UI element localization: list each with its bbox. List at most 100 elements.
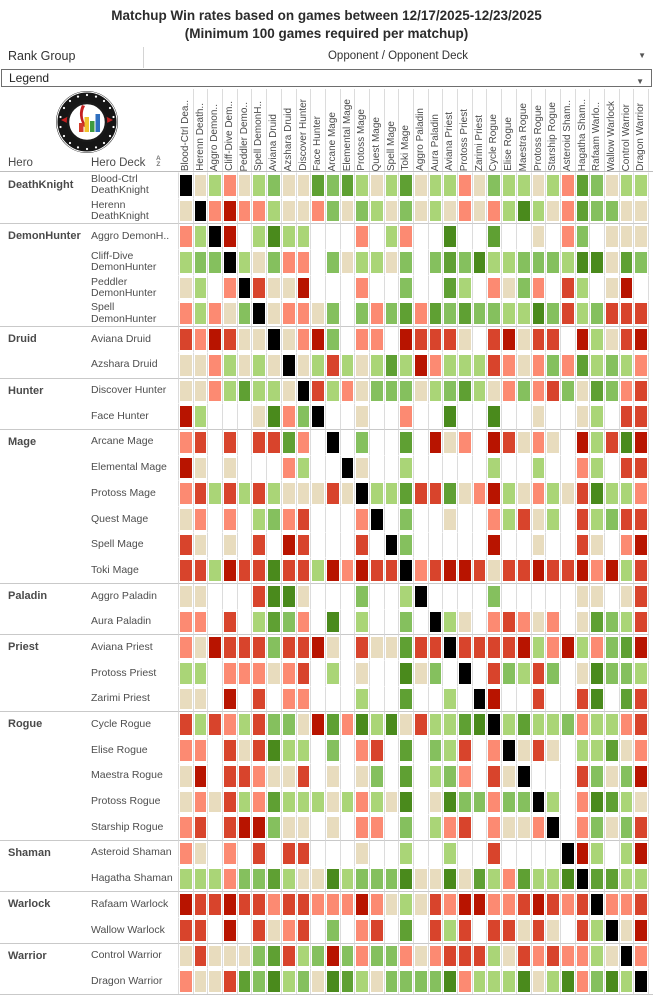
heatmap-cell[interactable] <box>208 428 224 455</box>
heatmap-cell[interactable] <box>458 249 473 275</box>
heatmap-cell[interactable] <box>281 326 297 352</box>
heatmap-cell[interactable] <box>267 557 282 583</box>
heatmap-cell[interactable] <box>208 788 224 815</box>
heatmap-cell[interactable] <box>604 839 620 866</box>
heatmap-cell[interactable] <box>370 480 385 506</box>
heatmap-cell[interactable] <box>560 326 576 352</box>
heatmap-cell[interactable] <box>326 865 341 892</box>
heatmap-cell[interactable] <box>296 839 312 866</box>
heatmap-cell[interactable] <box>458 403 473 429</box>
hero-group-label[interactable]: Rogue <box>0 711 88 839</box>
column-header[interactable]: Discover Hunter <box>297 89 312 171</box>
heatmap-cell[interactable] <box>355 968 370 994</box>
heatmap-cell[interactable] <box>414 762 429 789</box>
heatmap-cell[interactable] <box>634 737 649 763</box>
heatmap-cell[interactable] <box>223 197 238 224</box>
heatmap-cell[interactable] <box>282 274 297 301</box>
heatmap-cell[interactable] <box>429 762 444 789</box>
heatmap-cell[interactable] <box>473 300 488 327</box>
heatmap-cell[interactable] <box>341 814 356 840</box>
heatmap-cell[interactable] <box>252 865 268 892</box>
heatmap-cell[interactable] <box>267 197 282 224</box>
heatmap-cell[interactable] <box>620 762 635 789</box>
heatmap-cell[interactable] <box>179 788 194 815</box>
heatmap-cell[interactable] <box>487 326 503 352</box>
column-header[interactable]: Wallow Warlock <box>605 89 620 171</box>
heatmap-cell[interactable] <box>560 711 576 738</box>
heatmap-cell[interactable] <box>179 351 194 378</box>
heatmap-cell[interactable] <box>208 403 224 429</box>
heatmap-cell[interactable] <box>487 351 503 378</box>
heatmap-cell[interactable] <box>605 788 620 815</box>
heatmap-cell[interactable] <box>516 326 532 352</box>
heatmap-cell[interactable] <box>208 454 224 481</box>
heatmap-cell[interactable] <box>517 197 532 224</box>
heatmap-cell[interactable] <box>237 891 253 917</box>
heatmap-cell[interactable] <box>502 865 517 892</box>
heatmap-cell[interactable] <box>194 814 209 840</box>
heatmap-cell[interactable] <box>238 197 253 224</box>
heatmap-cell[interactable] <box>443 505 459 532</box>
heatmap-cell[interactable] <box>311 505 326 532</box>
heatmap-cell[interactable] <box>620 788 635 815</box>
heatmap-cell[interactable] <box>267 891 282 917</box>
heatmap-cell[interactable] <box>487 377 503 404</box>
heatmap-cell[interactable] <box>502 223 517 250</box>
heatmap-cell[interactable] <box>369 326 385 352</box>
heatmap-cell[interactable] <box>546 891 561 917</box>
heatmap-cell[interactable] <box>458 428 473 455</box>
heatmap-cell[interactable] <box>399 454 414 481</box>
heatmap-cell[interactable] <box>355 839 370 866</box>
heatmap-cell[interactable] <box>385 608 400 635</box>
column-header[interactable]: Quest Mage <box>370 89 385 171</box>
heatmap-cell[interactable] <box>296 428 312 455</box>
heatmap-cell[interactable] <box>487 737 503 763</box>
heatmap-cell[interactable] <box>546 326 561 352</box>
heatmap-cell[interactable] <box>502 505 517 532</box>
heatmap-cell[interactable] <box>546 249 561 275</box>
heatmap-cell[interactable] <box>443 557 459 583</box>
heatmap-cell[interactable] <box>590 197 605 224</box>
heatmap-cell[interactable] <box>267 685 282 712</box>
heatmap-cell[interactable] <box>194 608 209 635</box>
heatmap-cell[interactable] <box>458 608 473 635</box>
heatmap-cell[interactable] <box>223 942 238 969</box>
heatmap-cell[interactable] <box>429 968 444 994</box>
heatmap-cell[interactable] <box>517 454 532 481</box>
heatmap-cell[interactable] <box>193 583 209 609</box>
heatmap-cell[interactable] <box>297 788 312 815</box>
heatmap-cell[interactable] <box>576 968 591 994</box>
heatmap-cell[interactable] <box>385 403 400 429</box>
heatmap-cell[interactable] <box>634 788 649 815</box>
heatmap-cell[interactable] <box>267 480 282 506</box>
heatmap-cell[interactable] <box>252 274 268 301</box>
heatmap-cell[interactable] <box>576 274 591 301</box>
deck-row-label[interactable]: Cycle Rogue <box>88 711 179 738</box>
heatmap-cell[interactable] <box>532 660 547 686</box>
heatmap-cell[interactable] <box>384 634 400 661</box>
heatmap-cell[interactable] <box>531 428 547 455</box>
heatmap-cell[interactable] <box>341 172 356 198</box>
heatmap-cell[interactable] <box>576 403 591 429</box>
heatmap-cell[interactable] <box>325 377 341 404</box>
heatmap-cell[interactable] <box>443 839 459 866</box>
heatmap-cell[interactable] <box>516 839 532 866</box>
heatmap-cell[interactable] <box>634 968 649 994</box>
heatmap-cell[interactable] <box>502 634 517 661</box>
heatmap-cell[interactable] <box>179 942 194 969</box>
heatmap-cell[interactable] <box>252 531 268 558</box>
heatmap-cell[interactable] <box>576 351 591 378</box>
heatmap-cell[interactable] <box>619 942 635 969</box>
heatmap-cell[interactable] <box>311 583 326 609</box>
heatmap-cell[interactable] <box>634 249 649 275</box>
heatmap-cell[interactable] <box>208 762 224 789</box>
heatmap-cell[interactable] <box>296 711 312 738</box>
deck-row-label[interactable]: Peddler DemonHunter <box>88 274 179 301</box>
heatmap-cell[interactable] <box>561 274 576 301</box>
heatmap-cell[interactable] <box>355 737 370 763</box>
heatmap-cell[interactable] <box>238 172 253 198</box>
heatmap-cell[interactable] <box>546 531 561 558</box>
heatmap-cell[interactable] <box>443 634 459 661</box>
heatmap-cell[interactable] <box>281 942 297 969</box>
heatmap-cell[interactable] <box>634 403 649 429</box>
